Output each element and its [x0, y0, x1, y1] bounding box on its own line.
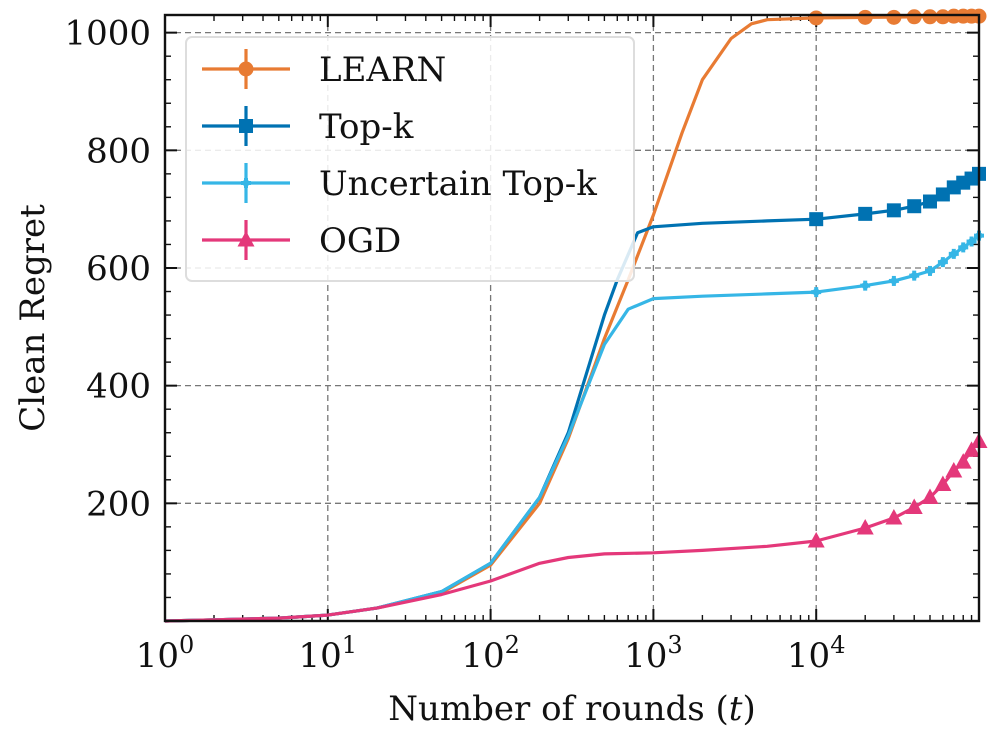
- data-point-learn: [935, 9, 951, 25]
- data-point-learn: [808, 10, 824, 26]
- data-point-ogd: [934, 475, 952, 492]
- data-point-top-k: [935, 187, 950, 202]
- data-point-uncertain-top-k: [924, 265, 935, 276]
- data-point-uncertain-top-k: [937, 257, 948, 268]
- y-tick-label: 200: [86, 484, 151, 524]
- y-tick-labels: 200 400 600 800 1000: [64, 14, 151, 525]
- y-tick-label: 600: [86, 249, 151, 289]
- series-markers: [807, 8, 988, 548]
- data-point-ogd: [954, 453, 972, 469]
- data-point-uncertain-top-k: [948, 248, 959, 259]
- data-point-learn: [906, 9, 922, 25]
- legend-label: LEARN: [319, 50, 446, 90]
- data-point-uncertain-top-k: [888, 275, 899, 286]
- data-point-ogd: [807, 531, 825, 548]
- x-tick-labels: 100 101 102 103 104: [136, 631, 846, 676]
- legend: LEARN Top-k Uncertain Top-k OGD: [185, 36, 635, 282]
- data-point-learn: [857, 9, 873, 25]
- plot-frame: [163, 13, 981, 623]
- legend-box: [185, 36, 635, 282]
- y-tick-label: 1000: [64, 14, 151, 54]
- legend-item-ogd: OGD: [202, 220, 401, 261]
- x-tick-label: 101: [299, 631, 358, 676]
- x-tick-label: 102: [461, 631, 520, 676]
- data-point-learn: [922, 9, 938, 25]
- data-point-uncertain-top-k: [958, 242, 969, 253]
- legend-label: OGD: [319, 221, 401, 261]
- x-axis-label: Number of rounds (t): [388, 689, 755, 729]
- data-point-top-k: [809, 212, 824, 227]
- legend-marker: [238, 61, 254, 77]
- data-point-top-k: [907, 199, 922, 214]
- y-tick-label: 400: [86, 367, 151, 407]
- x-tick-label: 104: [787, 631, 846, 676]
- x-tick-label: 100: [136, 631, 195, 676]
- legend-item-uncertain-top-k: Uncertain Top-k: [202, 163, 597, 204]
- legend-marker: [237, 231, 255, 247]
- data-point-learn: [886, 9, 902, 25]
- data-point-uncertain-top-k: [860, 280, 871, 291]
- data-point-uncertain-top-k: [811, 287, 822, 298]
- data-point-top-k: [886, 203, 901, 218]
- major-ticks: [164, 15, 979, 621]
- legend-marker: [239, 119, 253, 133]
- legend-marker: [241, 178, 251, 188]
- data-point-ogd: [963, 441, 981, 457]
- data-point-top-k: [858, 206, 873, 221]
- legend-item-learn: LEARN: [202, 49, 446, 90]
- data-point-top-k: [922, 194, 937, 209]
- data-point-ogd: [885, 509, 903, 525]
- series-line-uncertain-top-k: [164, 234, 980, 623]
- data-point-uncertain-top-k: [966, 236, 977, 247]
- data-point-ogd: [945, 461, 963, 478]
- y-axis-label: Clean Regret: [13, 204, 53, 432]
- data-point-ogd: [921, 488, 939, 504]
- legend-item-top-k: Top-k: [202, 106, 414, 147]
- data-point-ogd: [905, 498, 923, 514]
- x-tick-label: 103: [624, 631, 683, 676]
- legend-label: Top-k: [319, 107, 414, 147]
- y-tick-label: 800: [86, 131, 151, 171]
- data-point-ogd: [856, 519, 874, 535]
- legend-label: Uncertain Top-k: [319, 164, 597, 204]
- data-point-uncertain-top-k: [909, 270, 920, 281]
- series-line-ogd: [164, 440, 981, 623]
